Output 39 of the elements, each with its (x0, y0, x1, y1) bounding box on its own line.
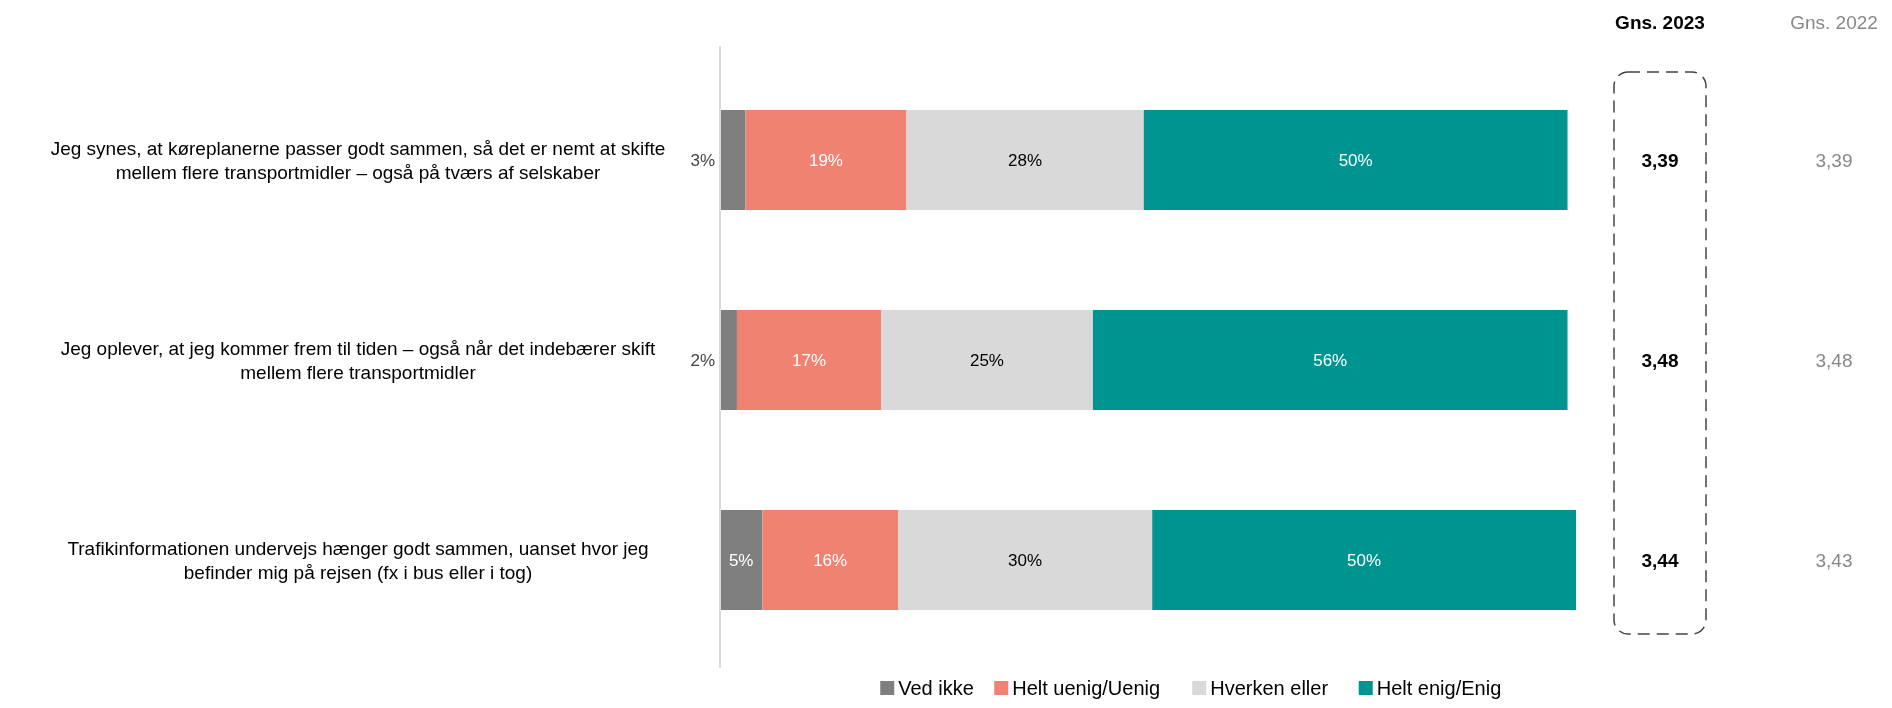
bar (720, 110, 746, 210)
bar (1152, 510, 1576, 610)
bar (745, 110, 907, 210)
bar (720, 510, 763, 610)
text: 3,48 (1815, 349, 1853, 371)
bar (897, 510, 1153, 610)
bar (1092, 310, 1568, 410)
bar (720, 310, 737, 410)
text: 3,48 (1641, 349, 1679, 371)
legend-label: Ved ikke (898, 677, 974, 699)
bar (762, 510, 898, 610)
data-label: 17% (791, 350, 827, 370)
data-label: 56% (1313, 350, 1348, 370)
text: 3,39 (1641, 149, 1679, 171)
data-label: 5% (728, 550, 754, 570)
y-tick-label: Jeg synes, at køreplanerne passer godt sammen, så det er nemt at skifte mellem flere transportmidler – også på tværs af selskaber (50, 137, 666, 183)
legend-label: Hverken eller (1210, 677, 1329, 699)
text: 3,39 (1815, 149, 1853, 171)
data-label: 3% (690, 150, 715, 170)
bar (906, 110, 1144, 210)
data-label: 28% (1008, 150, 1043, 170)
data-label: 50% (1347, 550, 1382, 570)
bar (881, 310, 1093, 410)
data-label: 30% (1008, 550, 1043, 570)
data-label: 2% (690, 350, 715, 370)
legend-label: Helt enig/Enig (1376, 677, 1502, 699)
data-label: 50% (1338, 150, 1373, 170)
data-label: 19% (808, 150, 843, 170)
bar (736, 310, 882, 410)
bar (1143, 110, 1568, 210)
text: 3,44 (1641, 549, 1679, 571)
text: 3,43 (1815, 549, 1853, 571)
y-tick-label: Jeg oplever, at jeg kommer frem til tiden – også når det indebærer skift mellem flere transportmidler (60, 337, 656, 383)
text: Gns. 2023 (1615, 11, 1705, 33)
y-tick-label: Trafikinformationen undervejs hænger godt sammen, uanset hvor jeg befinder mig på rejsen (fx i bus eller i tog) (67, 537, 649, 583)
legend-label: Helt uenig/Uenig (1012, 677, 1161, 699)
data-label: 25% (969, 350, 1004, 370)
data-label: 16% (813, 550, 848, 570)
text: Gns. 2022 (1790, 11, 1878, 33)
